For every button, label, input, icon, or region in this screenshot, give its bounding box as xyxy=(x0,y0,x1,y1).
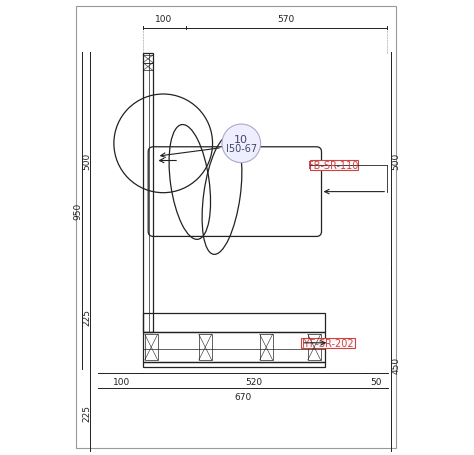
Text: FB-SR-110: FB-SR-110 xyxy=(308,161,359,171)
Text: 225: 225 xyxy=(82,404,91,421)
Text: 50: 50 xyxy=(371,377,382,386)
Bar xyxy=(143,56,153,64)
FancyBboxPatch shape xyxy=(301,338,356,348)
Text: 500: 500 xyxy=(391,152,400,170)
Circle shape xyxy=(222,125,261,163)
Text: 520: 520 xyxy=(246,377,263,386)
Bar xyxy=(199,334,212,360)
Text: 670: 670 xyxy=(235,392,252,401)
Text: 225: 225 xyxy=(82,308,91,325)
Text: 570: 570 xyxy=(278,15,295,24)
Bar xyxy=(143,64,153,71)
Bar xyxy=(143,362,325,368)
Text: 10: 10 xyxy=(234,135,248,145)
Bar xyxy=(143,332,325,362)
Bar xyxy=(308,334,320,360)
Text: 950: 950 xyxy=(74,202,83,219)
Bar xyxy=(143,54,154,332)
Text: 100: 100 xyxy=(112,377,130,386)
Bar xyxy=(260,334,273,360)
Text: I50-67: I50-67 xyxy=(226,143,257,153)
Text: 100: 100 xyxy=(155,15,173,24)
Bar xyxy=(145,334,158,360)
Text: 500: 500 xyxy=(82,152,91,170)
Text: 450: 450 xyxy=(391,356,400,373)
FancyBboxPatch shape xyxy=(310,160,357,171)
Bar xyxy=(143,313,325,332)
Text: JYF-SR-202: JYF-SR-202 xyxy=(302,338,355,348)
